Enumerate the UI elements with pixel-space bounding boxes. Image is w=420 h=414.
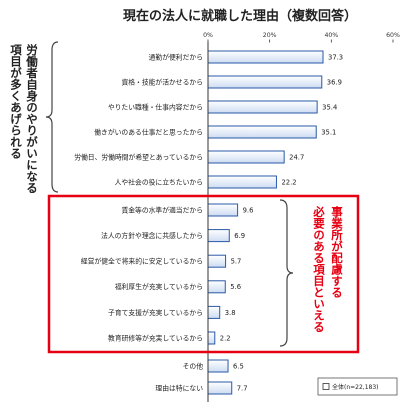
value-label: 24.7 [289,153,304,161]
value-label: 5.7 [231,258,242,266]
value-label: 7.7 [237,384,248,392]
right-annotation-line: 事業所が配慮する [330,206,344,298]
left-annotation-line: 労働者自身のやりがいになる [25,44,39,194]
category-label: 通勤が便利だから [149,52,203,61]
category-label: その他 [183,361,204,370]
bar [207,305,221,319]
category-label: 賃金等の水準が適当だから [121,205,203,214]
value-label: 6.9 [234,232,245,240]
value-label: 22.2 [281,178,296,186]
bar [207,280,226,294]
highlight-box [47,194,360,354]
value-label: 35.4 [322,103,337,111]
category-label: 経営が健全で将来的に安定しているから [81,257,203,266]
bar [207,203,239,217]
value-label: 37.3 [328,53,343,61]
category-label: やりたい職種・仕事内容だから [108,102,203,111]
x-tick-label: 40% [324,32,338,39]
x-tick-label: 20% [263,32,277,39]
right-bracket [279,199,294,347]
bar [207,150,285,164]
category-label: 子育て支援が充実しているから [108,308,203,317]
category-label: 資格・技能が活かせるから [121,77,203,86]
bar [207,229,230,243]
value-label: 6.5 [233,362,244,370]
bar [207,359,229,373]
x-tick-label: 0% [203,32,213,39]
value-label: 2.2 [220,334,231,342]
category-label: 人や社会の役に立ちたいから [115,177,203,186]
right-annotation-line: 必要のある項目といえる [312,206,326,333]
category-label: 教育研修等が充実しているから [108,333,203,342]
bar [207,331,216,345]
bar [207,381,233,395]
legend: 全体(n=22,183) [317,377,398,396]
bar [207,125,317,139]
bar [207,50,324,64]
plot-area: 0% 20% 40% 60% 通勤が便利だから 37.3 資格・技能が活かせるから 36.9 や… [74,32,400,395]
left-annotation-line: 項目が多くあげられる [9,44,23,159]
category-label: 労働日、労働時間が希望とあっているから [74,152,203,161]
bar [207,100,318,114]
legend-label: 全体(n=22,183) [332,383,379,391]
value-label: 3.8 [225,309,236,317]
x-tick-label: 60% [386,32,400,39]
category-label: 法人の方針や理念に共感したから [101,231,203,240]
legend-swatch [322,383,330,390]
left-annotation: 労働者自身のやりがいになる 項目が多くあげられる [8,44,40,194]
right-annotation: 事業所が配慮する 必要のある項目といえる [310,206,346,333]
value-label: 36.9 [327,78,342,86]
value-label: 5.6 [230,283,241,291]
chart-title: 現在の法人に就職した理由（複数回答） [123,8,357,24]
legend-frame [317,377,398,396]
value-label: 9.6 [243,206,254,214]
category-label: 理由は特にない [155,383,203,392]
bar [207,75,323,89]
category-label: 福利厚生が充実しているから [115,282,203,291]
bar [207,254,227,268]
value-label: 35.1 [321,128,336,136]
category-label: 働きがいのある仕事だと思ったから [94,127,203,136]
bar [207,175,277,189]
left-bracket [45,41,59,193]
